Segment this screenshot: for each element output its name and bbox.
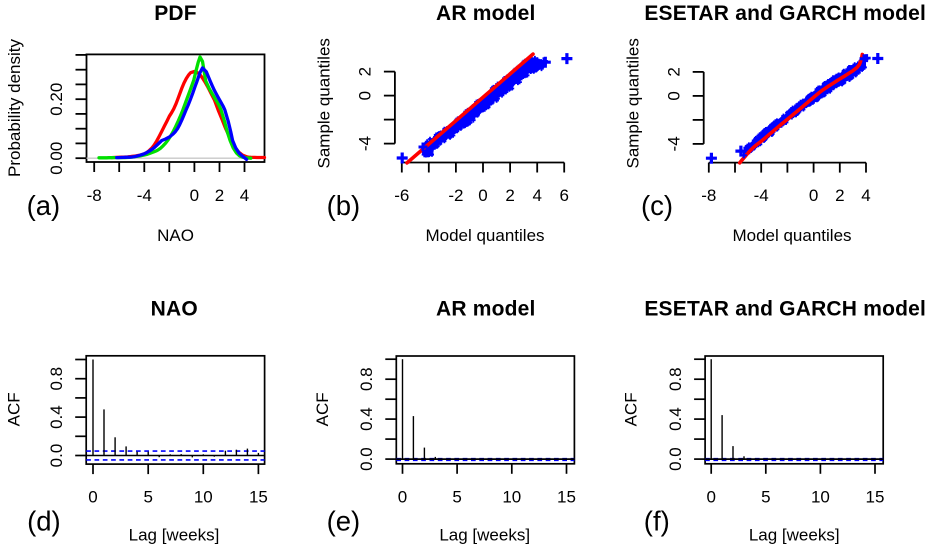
svg-text:0: 0	[478, 186, 487, 205]
svg-text:Model quantiles: Model quantiles	[732, 226, 851, 245]
svg-text:0: 0	[356, 91, 375, 100]
svg-text:0: 0	[190, 186, 199, 205]
svg-text:2: 2	[835, 186, 844, 205]
svg-text:-4: -4	[137, 186, 152, 205]
svg-text:(a): (a)	[27, 190, 61, 221]
svg-text:5: 5	[143, 488, 152, 507]
svg-text:0.4: 0.4	[47, 405, 66, 429]
svg-text:15: 15	[557, 488, 576, 507]
svg-text:(f): (f)	[644, 505, 670, 536]
svg-text:0.0: 0.0	[47, 444, 66, 468]
svg-text:2: 2	[664, 67, 683, 76]
svg-text:4: 4	[240, 186, 249, 205]
svg-text:Model quantiles: Model quantiles	[425, 226, 544, 245]
svg-text:(c): (c)	[641, 190, 673, 221]
svg-text:0: 0	[398, 488, 407, 507]
svg-text:5: 5	[452, 488, 461, 507]
svg-text:Lag [weeks]: Lag [weeks]	[749, 526, 840, 545]
svg-text:2: 2	[356, 67, 375, 76]
svg-text:ACF: ACF	[4, 392, 23, 426]
svg-text:ESETAR and GARCH model: ESETAR and GARCH model	[644, 297, 926, 320]
svg-text:-4: -4	[754, 186, 769, 205]
svg-text:5: 5	[761, 488, 770, 507]
svg-text:(b): (b)	[327, 190, 361, 221]
svg-text:0.4: 0.4	[666, 407, 685, 431]
svg-text:PDF: PDF	[154, 2, 197, 25]
svg-text:Probability density: Probability density	[5, 39, 24, 177]
svg-text:6: 6	[559, 186, 568, 205]
svg-text:Sample quantiles: Sample quantiles	[623, 38, 642, 168]
svg-text:0.00: 0.00	[47, 142, 66, 175]
svg-text:0.20: 0.20	[47, 83, 66, 116]
svg-text:15: 15	[866, 488, 885, 507]
svg-text:2: 2	[505, 186, 514, 205]
svg-text:-6: -6	[394, 186, 409, 205]
svg-text:NAO: NAO	[157, 226, 194, 245]
svg-text:Lag [weeks]: Lag [weeks]	[129, 526, 220, 545]
svg-text:0.0: 0.0	[357, 447, 376, 471]
svg-text:NAO: NAO	[151, 297, 198, 320]
svg-text:-4: -4	[664, 136, 683, 151]
svg-text:4: 4	[532, 186, 541, 205]
svg-text:0: 0	[88, 488, 97, 507]
svg-text:0.8: 0.8	[666, 367, 685, 391]
svg-text:10: 10	[502, 488, 521, 507]
svg-text:0: 0	[664, 91, 683, 100]
svg-text:(e): (e)	[327, 505, 361, 536]
svg-text:0: 0	[809, 186, 818, 205]
svg-text:ESETAR and GARCH model: ESETAR and GARCH model	[644, 2, 926, 25]
svg-text:AR model: AR model	[436, 297, 536, 320]
svg-text:0.4: 0.4	[357, 407, 376, 431]
svg-text:15: 15	[249, 488, 268, 507]
svg-text:AR model: AR model	[436, 2, 536, 25]
svg-text:-8: -8	[701, 186, 716, 205]
svg-text:Lag [weeks]: Lag [weeks]	[439, 526, 530, 545]
svg-text:ACF: ACF	[313, 392, 332, 426]
svg-text:4: 4	[861, 186, 870, 205]
svg-text:-8: -8	[87, 186, 102, 205]
svg-text:0: 0	[706, 488, 715, 507]
svg-text:-2: -2	[448, 186, 463, 205]
svg-text:(d): (d)	[27, 505, 61, 536]
svg-text:0.0: 0.0	[666, 447, 685, 471]
svg-text:10: 10	[811, 488, 830, 507]
svg-text:-4: -4	[356, 136, 375, 151]
svg-text:Sample quantiles: Sample quantiles	[315, 38, 334, 168]
svg-text:2: 2	[215, 186, 224, 205]
svg-text:0.8: 0.8	[47, 367, 66, 391]
svg-text:0.8: 0.8	[357, 367, 376, 391]
svg-text:10: 10	[194, 488, 213, 507]
svg-text:ACF: ACF	[622, 392, 641, 426]
